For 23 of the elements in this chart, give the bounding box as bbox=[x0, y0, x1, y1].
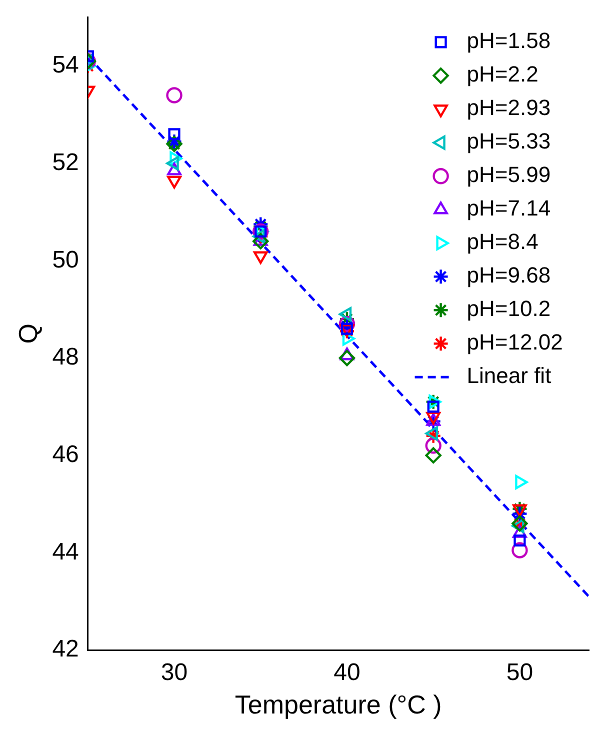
y-tick-label: 50 bbox=[52, 246, 79, 274]
legend-label: pH=9.68 bbox=[466, 262, 551, 288]
x-tick-label: 40 bbox=[334, 659, 360, 686]
legend-label: pH=2.93 bbox=[466, 95, 551, 120]
legend-label: pH=5.33 bbox=[466, 128, 551, 154]
y-tick-label: 44 bbox=[52, 538, 79, 566]
y-tick-label: 48 bbox=[52, 344, 79, 371]
x-axis-title: Temperature (°C ) bbox=[234, 690, 442, 720]
y-tick-label: 42 bbox=[52, 636, 79, 663]
legend-label: pH=1.58 bbox=[466, 28, 551, 54]
y-tick-label: 52 bbox=[52, 149, 79, 176]
legend-label: pH=10.2 bbox=[466, 296, 551, 322]
y-tick-label: 54 bbox=[52, 52, 79, 79]
y-tick-label: 46 bbox=[52, 440, 79, 468]
legend-label: pH=2.2 bbox=[466, 62, 538, 87]
legend-label: Linear fit bbox=[466, 363, 552, 388]
x-tick-label: 30 bbox=[160, 659, 188, 686]
legend-label: pH=12.02 bbox=[466, 330, 563, 355]
y-axis-title: Q bbox=[12, 324, 43, 344]
legend-label: pH=5.99 bbox=[466, 162, 551, 188]
legend-label: pH=7.14 bbox=[466, 196, 551, 221]
legend-label: pH=8.4 bbox=[466, 229, 538, 254]
x-tick-label: 50 bbox=[506, 659, 534, 686]
